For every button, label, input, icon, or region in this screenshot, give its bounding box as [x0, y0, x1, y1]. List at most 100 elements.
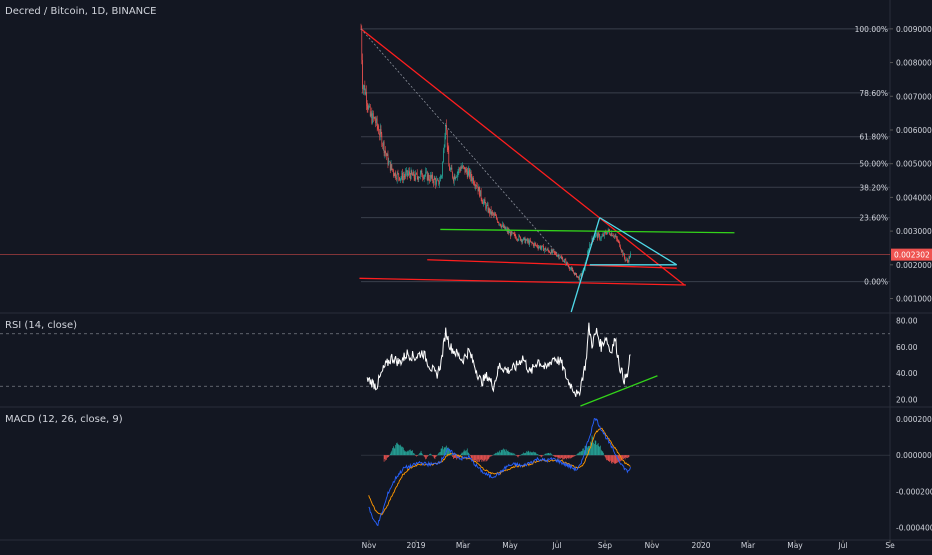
- macd-histogram-bar[interactable]: [503, 448, 504, 456]
- candle-body[interactable]: [480, 190, 482, 199]
- macd-histogram-bar[interactable]: [603, 452, 604, 456]
- macd-histogram-bar[interactable]: [579, 451, 581, 456]
- macd-histogram-bar[interactable]: [594, 440, 596, 456]
- candle-body[interactable]: [617, 240, 619, 242]
- candle-body[interactable]: [382, 144, 383, 146]
- macd-histogram-bar[interactable]: [533, 451, 534, 456]
- macd-histogram-bar[interactable]: [535, 452, 537, 456]
- candle-body[interactable]: [469, 169, 470, 178]
- candle-body[interactable]: [610, 234, 611, 236]
- macd-histogram-bar[interactable]: [425, 455, 427, 460]
- macd-histogram-bar[interactable]: [385, 455, 386, 461]
- macd-histogram-bar[interactable]: [610, 455, 611, 461]
- rsi-indicator-title[interactable]: RSI (14, close): [5, 320, 78, 331]
- candle-body[interactable]: [575, 273, 577, 274]
- candle-body[interactable]: [493, 214, 495, 215]
- candle-body[interactable]: [373, 117, 375, 118]
- candle-body[interactable]: [539, 246, 540, 248]
- macd-histogram-bar[interactable]: [628, 455, 630, 457]
- macd-histogram-bar[interactable]: [470, 455, 472, 458]
- macd-histogram-bar[interactable]: [466, 448, 468, 456]
- candle-body[interactable]: [366, 92, 367, 104]
- candle-body[interactable]: [446, 125, 447, 130]
- macd-histogram-bar[interactable]: [415, 455, 417, 456]
- macd-histogram-bar[interactable]: [389, 453, 391, 456]
- candle-body[interactable]: [530, 240, 531, 242]
- macd-histogram-bar[interactable]: [576, 454, 577, 456]
- candle-body[interactable]: [570, 268, 571, 270]
- candle-body[interactable]: [523, 237, 525, 239]
- macd-histogram-bar[interactable]: [575, 455, 577, 456]
- macd-histogram-bar[interactable]: [409, 449, 410, 456]
- candle-body[interactable]: [615, 236, 617, 238]
- macd-histogram-bar[interactable]: [386, 455, 387, 460]
- candle-body[interactable]: [378, 128, 380, 134]
- macd-histogram-bar[interactable]: [542, 455, 544, 456]
- candle-body[interactable]: [501, 225, 503, 228]
- candle-body[interactable]: [383, 142, 385, 153]
- macd-histogram-bar[interactable]: [461, 452, 463, 456]
- macd-histogram-bar[interactable]: [446, 448, 448, 456]
- macd-histogram-bar[interactable]: [595, 440, 597, 456]
- candle-body[interactable]: [610, 233, 612, 236]
- candle-body[interactable]: [407, 173, 409, 176]
- candle-body[interactable]: [424, 175, 426, 177]
- macd-histogram-bar[interactable]: [586, 446, 587, 456]
- candle-body[interactable]: [540, 246, 541, 249]
- macd-histogram-bar[interactable]: [570, 455, 571, 459]
- macd-histogram-bar[interactable]: [481, 455, 483, 462]
- candle-body[interactable]: [372, 113, 373, 124]
- macd-histogram-bar[interactable]: [572, 455, 574, 458]
- macd-histogram-bar[interactable]: [608, 455, 610, 462]
- macd-histogram-bar[interactable]: [521, 454, 523, 456]
- candle-body[interactable]: [546, 250, 547, 251]
- macd-histogram-bar[interactable]: [556, 455, 557, 457]
- macd-histogram-bar[interactable]: [607, 455, 608, 461]
- candle-body[interactable]: [503, 225, 505, 228]
- macd-histogram-bar[interactable]: [408, 450, 410, 456]
- macd-histogram-bar[interactable]: [494, 453, 496, 456]
- candle-body[interactable]: [603, 232, 605, 236]
- candle-body[interactable]: [465, 168, 467, 173]
- candle-body[interactable]: [483, 199, 485, 202]
- candle-body[interactable]: [616, 236, 617, 239]
- macd-histogram-bar[interactable]: [466, 450, 467, 456]
- candle-body[interactable]: [459, 168, 460, 170]
- macd-histogram-bar[interactable]: [496, 452, 497, 456]
- macd-histogram-bar[interactable]: [564, 455, 566, 459]
- macd-histogram-bar[interactable]: [401, 447, 403, 456]
- candle-body[interactable]: [613, 235, 614, 237]
- macd-histogram-bar[interactable]: [597, 444, 598, 456]
- candle-body[interactable]: [608, 229, 610, 232]
- macd-histogram-bar[interactable]: [399, 445, 400, 456]
- candle-body[interactable]: [594, 235, 596, 238]
- price-pane[interactable]: [0, 23, 890, 281]
- macd-histogram-bar[interactable]: [560, 455, 562, 458]
- macd-histogram-bar[interactable]: [492, 455, 494, 456]
- macd-histogram-bar[interactable]: [524, 453, 526, 456]
- candle-body[interactable]: [485, 203, 487, 209]
- candle-body[interactable]: [540, 247, 542, 249]
- macd-histogram-bar[interactable]: [514, 454, 516, 456]
- macd-histogram-bar[interactable]: [536, 453, 538, 456]
- macd-histogram-bar[interactable]: [471, 455, 473, 459]
- candle-body[interactable]: [471, 177, 473, 181]
- macd-histogram-bar[interactable]: [402, 446, 403, 456]
- macd-histogram-bar[interactable]: [424, 455, 426, 458]
- candle-body[interactable]: [389, 161, 390, 163]
- candle-body[interactable]: [527, 240, 529, 242]
- macd-histogram-bar[interactable]: [537, 454, 539, 456]
- macd-histogram-bar[interactable]: [493, 454, 494, 456]
- candle-body[interactable]: [529, 240, 530, 245]
- macd-histogram-bar[interactable]: [399, 444, 401, 456]
- macd-histogram-bar[interactable]: [593, 442, 594, 456]
- macd-histogram-bar[interactable]: [422, 454, 423, 456]
- macd-histogram-bar[interactable]: [616, 455, 617, 464]
- macd-histogram-bar[interactable]: [423, 455, 425, 457]
- candle-body[interactable]: [390, 164, 392, 171]
- candle-body[interactable]: [406, 170, 407, 173]
- candle-body[interactable]: [630, 253, 631, 258]
- candle-body[interactable]: [482, 201, 484, 204]
- candle-body[interactable]: [520, 239, 522, 241]
- candle-body[interactable]: [496, 215, 497, 219]
